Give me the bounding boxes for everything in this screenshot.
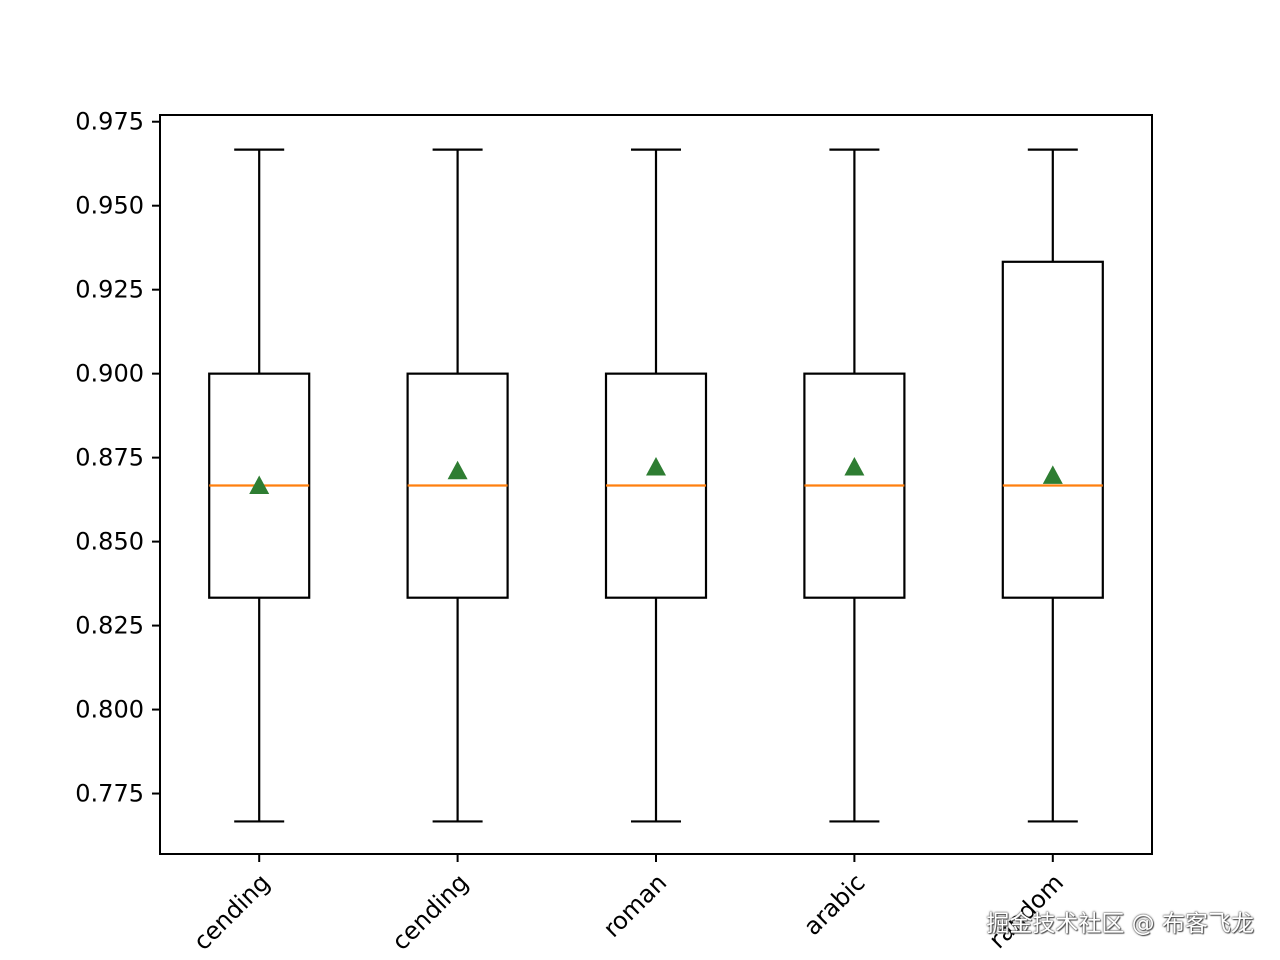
box-group-descending [406, 148, 509, 823]
y-tick-label: 0.975 [75, 108, 144, 136]
box-group-random [1001, 148, 1104, 823]
x-tick-label: roman [598, 868, 672, 942]
mean-marker [646, 457, 666, 476]
mean-marker [447, 460, 468, 480]
y-axis: 0.775 0.800 0.825 0.850 0.875 0.900 0.925 0.950… [75, 108, 160, 808]
box-group-roman [604, 148, 708, 823]
chart-marks [208, 148, 1104, 823]
y-tick-label: 0.875 [75, 444, 144, 472]
y-tick-label: 0.925 [75, 276, 144, 304]
y-tick-label: 0.800 [75, 696, 144, 724]
y-tick-label: 0.825 [75, 612, 144, 640]
mean-marker [1042, 465, 1063, 484]
y-tick-label: 0.900 [75, 360, 144, 388]
iqr-box [1001, 260, 1104, 599]
mean-marker [844, 457, 865, 476]
y-tick-label: 0.775 [75, 780, 144, 808]
y-tick-label: 0.850 [75, 528, 144, 556]
y-tick-label: 0.950 [75, 192, 144, 220]
box-group-ascending [208, 148, 311, 823]
watermark-text: 掘金技术社区 @ 布客飞龙 [986, 911, 1254, 937]
x-tick-label: cending [386, 868, 473, 955]
mean-marker [249, 475, 270, 495]
x-tick-label: arabic [798, 868, 870, 940]
plot-frame [159, 114, 1153, 855]
box-group-arabic [803, 148, 906, 823]
x-axis: cending cending roman arabic random [188, 854, 1069, 956]
x-tick-label: cending [188, 868, 275, 955]
